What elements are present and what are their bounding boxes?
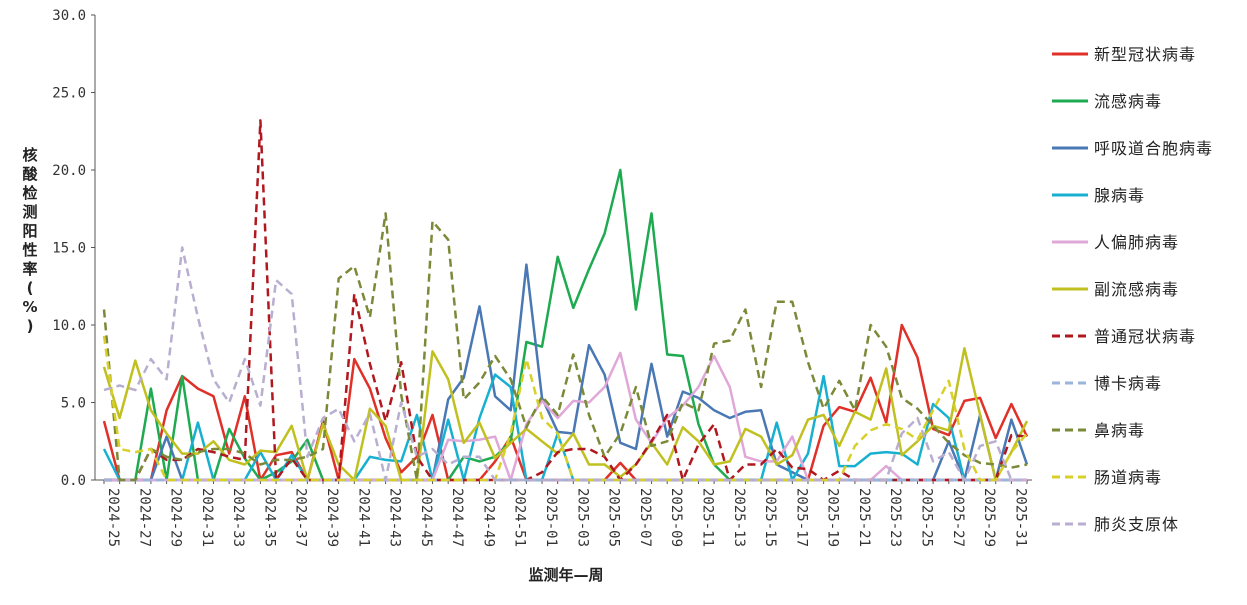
x-tick-label: 2025-25 xyxy=(918,488,934,547)
x-tick-label: 2024-51 xyxy=(512,488,528,547)
x-tick-label: 2025-29 xyxy=(981,488,997,547)
x-tick-label: 2025-31 xyxy=(1012,488,1028,547)
x-tick-label: 2024-27 xyxy=(136,488,152,547)
legend-label: 鼻病毒 xyxy=(1094,421,1145,440)
x-tick-label: 2025-01 xyxy=(543,488,559,547)
legend-label: 肺炎支原体 xyxy=(1094,515,1179,534)
legend-label: 呼吸道合胞病毒 xyxy=(1094,139,1213,158)
x-tick-label: 2025-03 xyxy=(574,488,590,547)
y-tick-label: 10.0 xyxy=(52,318,86,334)
legend-label: 人偏肺病毒 xyxy=(1094,233,1179,252)
y-tick-label: 20.0 xyxy=(52,163,86,179)
series-line-2 xyxy=(104,263,1029,482)
series-line-10 xyxy=(103,246,1027,482)
x-tick-label: 2024-29 xyxy=(168,488,184,547)
legend-label: 博卡病毒 xyxy=(1094,374,1162,393)
x-tick-label: 2025-21 xyxy=(856,488,872,547)
x-axis-title: 监测年—周 xyxy=(528,566,603,584)
chart-legend: 新型冠状病毒流感病毒呼吸道合胞病毒腺病毒人偏肺病毒副流感病毒普通冠状病毒博卡病毒… xyxy=(1052,45,1213,534)
legend-label: 副流感病毒 xyxy=(1094,280,1179,299)
x-tick-label: 2024-35 xyxy=(261,488,277,547)
y-tick-label: 5.0 xyxy=(61,396,86,412)
x-tick-label: 2024-49 xyxy=(480,488,496,547)
legend-label: 腺病毒 xyxy=(1094,186,1145,205)
x-tick-label: 2025-11 xyxy=(699,488,715,547)
legend-label: 新型冠状病毒 xyxy=(1094,45,1196,64)
x-tick-label: 2024-25 xyxy=(105,488,121,547)
series-line-9 xyxy=(102,335,1028,482)
x-tick-label: 2025-17 xyxy=(793,488,809,547)
y-axis-title: 核酸检测阳性率(%) xyxy=(22,146,38,335)
series-line-4 xyxy=(104,351,1027,482)
y-tick-label: 30.0 xyxy=(52,8,86,24)
x-tick-label: 2025-15 xyxy=(762,488,778,547)
legend-label: 肠道病毒 xyxy=(1094,468,1162,487)
x-tick-label: 2025-13 xyxy=(731,488,747,547)
x-tick-label: 2025-07 xyxy=(637,488,653,547)
chart-axes: 0.0 5.0 10.0 15.0 20.0 25.0 30.0 2024-25 2024-27… xyxy=(52,8,1032,547)
x-tick-label: 2024-47 xyxy=(449,488,465,547)
x-tick-label: 2024-31 xyxy=(199,488,215,547)
x-tick-label: 2024-33 xyxy=(230,488,246,547)
x-tick-label: 2024-37 xyxy=(293,488,309,547)
x-tick-label: 2024-39 xyxy=(324,488,340,547)
x-tick-label: 2025-05 xyxy=(606,488,622,547)
x-tick-label: 2024-43 xyxy=(387,488,403,547)
x-tick-label: 2024-41 xyxy=(355,488,371,547)
x-tick-label: 2025-23 xyxy=(887,488,903,547)
legend-label: 普通冠状病毒 xyxy=(1094,327,1196,346)
legend-label: 流感病毒 xyxy=(1094,92,1162,111)
x-tick-label: 2025-19 xyxy=(825,488,841,547)
series-line-8 xyxy=(102,212,1028,482)
x-tick-label: 2024-45 xyxy=(418,488,434,547)
y-tick-label: 25.0 xyxy=(52,86,86,102)
y-tick-label: 15.0 xyxy=(52,241,86,257)
y-tick-label: 0.0 xyxy=(61,473,86,489)
series-line-5 xyxy=(102,347,1029,482)
chart-series xyxy=(102,119,1029,482)
x-tick-label: 2025-09 xyxy=(668,488,684,547)
x-tick-label: 2025-27 xyxy=(950,488,966,547)
